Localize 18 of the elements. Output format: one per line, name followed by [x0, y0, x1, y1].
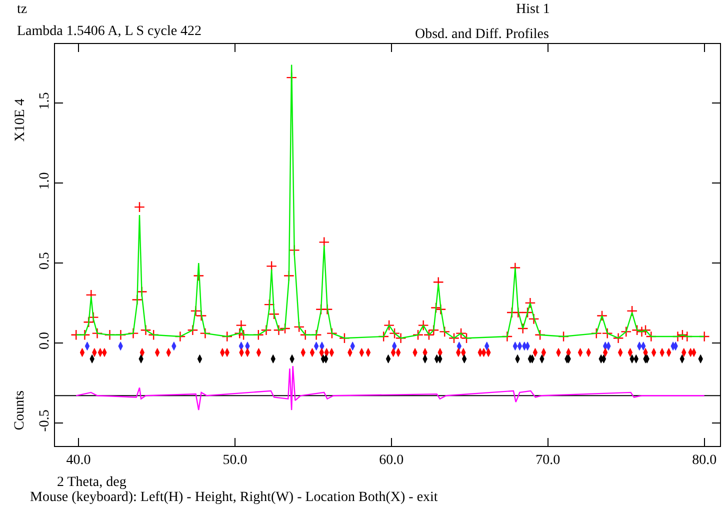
chart-title: Obsd. and Diff. Profiles — [415, 26, 549, 42]
x-tick-label: 60.0 — [379, 452, 404, 468]
text: tz — [17, 2, 28, 17]
y-tick-label: -0.5 — [37, 410, 52, 432]
text: Mouse (keyboard): Left(H) - Height, Right(W) - Location Both(X) - exit — [30, 490, 438, 505]
y-tick-label: 1.0 — [37, 172, 52, 190]
y-tick-label: 0.0 — [37, 332, 52, 350]
y-tick-label: 1.5 — [37, 92, 52, 110]
y-axis-title: Counts — [12, 390, 28, 430]
text: Lambda 1.5406 A, L S cycle 422 — [17, 24, 202, 39]
x-tick-label: 50.0 — [222, 452, 248, 468]
chart-subtitle: Hist 1 — [516, 2, 550, 17]
y-tick-label: 0.5 — [37, 252, 52, 270]
x-tick-label: 70.0 — [536, 452, 560, 468]
text: X10E 4 — [13, 98, 28, 142]
x-axis-title: 2 Theta, deg — [57, 475, 126, 490]
x-tick-label: 80.0 — [692, 452, 717, 468]
x-tick-label: 40.0 — [66, 452, 91, 468]
